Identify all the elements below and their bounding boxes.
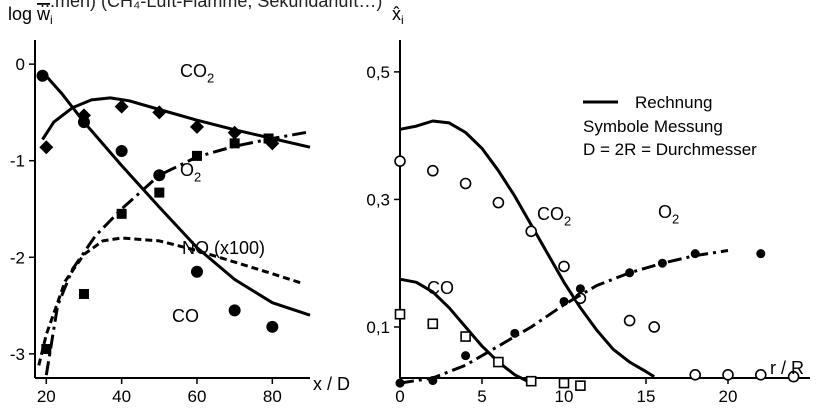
y-tick-label: 0,1 <box>366 318 390 337</box>
series-line-no <box>37 236 303 366</box>
data-point-co <box>228 304 241 317</box>
x-tick-label: 60 <box>188 387 207 406</box>
data-point-co2 <box>722 369 734 381</box>
x-tick-label: 0 <box>395 387 404 406</box>
series-line-co2 <box>41 96 311 149</box>
data-point-co2 <box>152 105 167 120</box>
data-point-o2 <box>625 268 635 278</box>
data-point-o2 <box>428 376 438 386</box>
data-point-co <box>115 145 128 158</box>
series-line-co2 <box>399 119 655 378</box>
data-point-co <box>190 265 203 278</box>
legend: Rechnung Symbole Messung D = 2R = Durchmes… <box>583 93 757 159</box>
data-point-o2 <box>575 284 585 294</box>
series-line-co <box>399 277 532 385</box>
data-point-o2 <box>559 296 569 306</box>
data-point-co <box>558 377 570 389</box>
legend-line-label: Rechnung <box>635 93 713 112</box>
data-point-o2 <box>191 150 202 161</box>
curve-label-co: CO <box>172 306 199 326</box>
series-line-co <box>41 70 311 317</box>
x-tick-label: 20 <box>37 387 56 406</box>
data-point-co2 <box>525 225 538 238</box>
data-point-co <box>525 375 537 387</box>
data-point-o2 <box>78 288 89 299</box>
data-point-co2 <box>426 164 439 177</box>
y-tick-label: -1 <box>10 152 25 171</box>
data-point-co2 <box>227 125 242 140</box>
curve-label-o2: O2 <box>180 160 201 184</box>
data-point-co <box>493 356 504 368</box>
y-axis-label: log wi <box>8 4 53 27</box>
data-point-co <box>36 69 49 82</box>
data-point-co2 <box>754 369 767 381</box>
series-line-o2 <box>44 130 311 376</box>
curve-label-no: NO (x100) <box>182 238 265 258</box>
y-tick-label: -2 <box>10 248 25 267</box>
data-point-co <box>266 320 279 333</box>
data-point-o2 <box>756 249 766 259</box>
data-point-co2 <box>114 99 129 114</box>
data-point-co <box>460 331 471 342</box>
y-tick-label: 0,3 <box>366 190 390 209</box>
x-axis-label: r / R <box>770 358 804 378</box>
data-point-co2 <box>689 369 702 381</box>
x-axis-label: x / D <box>313 374 350 394</box>
data-point-co2 <box>558 260 570 273</box>
chart-1 <box>29 40 311 384</box>
curve-label-co2: CO2 <box>537 204 571 228</box>
x-tick-label: 20 <box>719 387 738 406</box>
data-point-co2 <box>394 155 406 167</box>
data-point-co2 <box>189 119 204 134</box>
x-tick-label: 40 <box>112 387 131 406</box>
data-point-co <box>427 318 439 330</box>
data-point-co2 <box>787 370 800 383</box>
y-tick-label: 0 <box>16 55 25 74</box>
data-point-o2 <box>510 328 520 338</box>
y-tick-label: -3 <box>10 345 25 364</box>
data-point-o2 <box>395 378 405 388</box>
data-point-o2 <box>690 249 700 259</box>
data-point-co <box>77 116 90 129</box>
legend-symbols-label: Symbole Messung <box>583 117 723 136</box>
data-point-co <box>153 169 166 182</box>
data-point-o2 <box>116 208 127 219</box>
data-point-o2 <box>461 351 471 361</box>
data-point-co <box>575 380 586 391</box>
y-axis-label: x̂i <box>392 4 404 27</box>
data-point-co2 <box>39 140 54 155</box>
data-point-o2 <box>41 344 52 355</box>
data-point-o2 <box>154 187 165 198</box>
legend-definition: D = 2R = Durchmesser <box>583 140 757 159</box>
data-point-co2 <box>459 177 472 190</box>
data-point-co <box>394 308 406 320</box>
chart-2: Rechnung Symbole Messung D = 2R = Durchmes… <box>394 40 810 391</box>
data-point-o2 <box>229 138 240 149</box>
x-tick-label: 80 <box>263 387 282 406</box>
curve-label-o2: O2 <box>658 202 679 226</box>
x-tick-label: 15 <box>637 387 656 406</box>
data-point-o2 <box>657 258 667 268</box>
x-tick-label: 5 <box>477 387 486 406</box>
curve-label-co2: CO2 <box>180 61 214 85</box>
data-point-co2 <box>648 321 661 333</box>
data-point-co2 <box>492 196 505 209</box>
x-tick-label: 10 <box>555 387 574 406</box>
data-point-co2 <box>623 314 636 327</box>
curve-label-co: CO <box>427 278 454 298</box>
data-point-o2 <box>263 133 274 144</box>
y-tick-label: 0,5 <box>366 63 390 82</box>
caption-fragment: ...men) (CH₄-Luft-Flamme, Sekundärluft…) <box>40 0 383 11</box>
